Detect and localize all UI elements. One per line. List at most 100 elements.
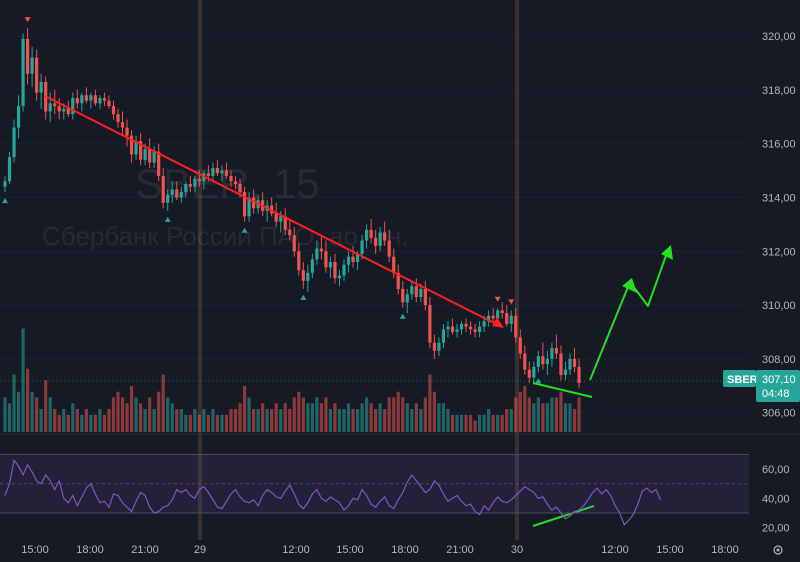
volume-bar [120,397,125,432]
candle-body [450,326,455,332]
volume-bar [401,397,405,432]
volume-bar [432,391,436,432]
candle-body [57,106,61,112]
volume-bar [365,397,369,432]
volume-bar [333,403,337,432]
candle-body [468,326,473,330]
volume-bar [161,374,165,432]
volume-bar [48,397,52,432]
volume-bar [482,414,486,432]
candle-body [98,97,102,104]
candle-body [125,127,129,136]
candle-body [53,103,57,107]
volume-bar [152,409,156,432]
candle-body [446,326,450,330]
volume-bar [80,414,84,432]
volume-bar [16,391,21,432]
candle-body [7,157,12,182]
volume-bar [71,403,75,432]
volume-bar [360,403,364,432]
trend-drawings[interactable] [0,95,749,527]
candle-body [129,135,134,155]
volume-bar [523,386,527,432]
candle-body [242,192,247,217]
rsi-tick-label: 60,00 [762,464,790,476]
candle-body [369,229,373,238]
volume-bar [369,403,373,432]
volume-bar [157,391,161,432]
volume-bar [84,409,88,432]
candle-body [152,151,156,163]
candle-body [252,197,256,209]
volume-bar [505,409,509,432]
buy-signal-marker [241,227,248,233]
candle-body [166,194,170,203]
volume-bar [116,391,120,432]
volume-bar [374,409,378,432]
candle-body [459,323,464,330]
candle-body [355,253,360,263]
volume-bars [3,328,581,432]
candle-body [301,270,305,281]
time-tick-label: 21:00 [446,544,474,556]
candle-body [374,237,378,246]
volume-bar [265,409,269,432]
volume-bar [170,403,174,432]
sell-signal-marker [24,17,31,23]
time-tick-label: 30 [511,544,523,556]
volume-bar [446,409,450,432]
volume-bar [211,409,215,432]
volume-bar [514,397,518,432]
candle-body [396,272,400,289]
price-tick-label: 310,00 [762,300,796,312]
volume-bar [184,414,188,432]
volume-bar [328,409,333,432]
candle-body [238,184,242,193]
candle-body [559,353,563,375]
volume-bar [134,397,138,432]
candle-body [568,358,572,370]
volume-bar [206,414,210,432]
candle-body [319,248,323,252]
volume-bar [478,414,482,432]
downtrend-line [44,95,501,327]
volume-bar [283,403,287,432]
forecast-path [589,249,669,381]
candle-body [405,294,409,303]
candle-body [532,366,536,378]
badge-price: 307,10 [762,374,796,386]
candle-body [75,97,79,104]
candle-body [3,181,7,187]
volume-bar [139,403,143,432]
badge-countdown: 04:48 [762,388,790,400]
candle-body [464,323,468,327]
candle-body [346,256,351,265]
volume-bar [238,403,242,432]
symbol-watermark: SBER, 15 [135,160,319,207]
candle-body [39,81,43,93]
candle-body [496,310,500,319]
candle-body [432,342,436,351]
candle-body [215,167,220,174]
price-tick-label: 320,00 [762,31,796,43]
candle-body [211,167,215,176]
forecast-arrowhead-2 [661,245,673,260]
price-support-line [532,382,593,398]
volume-bar [242,386,247,432]
volume-bar [319,403,323,432]
volume-bar [473,420,477,432]
volume-bar [12,374,16,432]
candle-body [89,95,93,101]
rsi-tick-label: 40,00 [762,493,790,505]
buy-signal-marker [2,198,8,204]
volume-bar [102,414,107,432]
candle-body [500,310,504,314]
settings-icon[interactable] [773,545,783,555]
volume-bar [464,414,468,432]
volume-bar [310,403,314,432]
volume-bar [297,391,301,432]
candle-body [143,149,147,160]
candle-body [441,329,446,343]
